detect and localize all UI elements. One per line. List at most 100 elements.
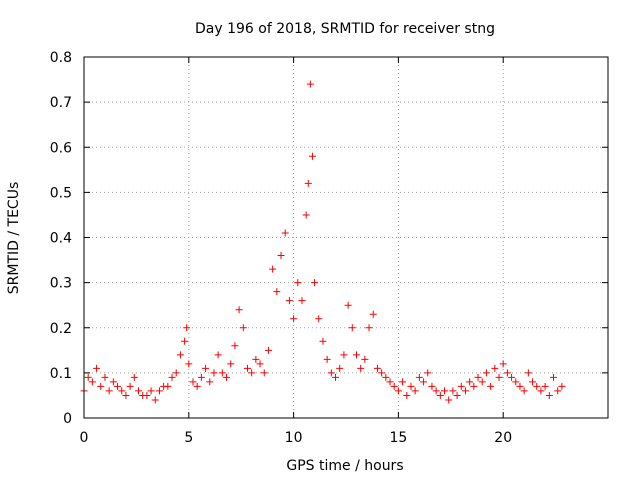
data-point <box>352 351 360 359</box>
data-point <box>130 373 138 381</box>
data-point <box>432 387 440 395</box>
data-point <box>365 324 373 332</box>
data-point <box>428 382 436 390</box>
data-point <box>269 265 277 273</box>
data-point <box>235 306 243 314</box>
data-point <box>466 378 474 386</box>
data-point <box>206 378 214 386</box>
data-point <box>164 382 172 390</box>
data-point <box>499 360 507 368</box>
data-point <box>323 355 331 363</box>
data-point <box>332 373 340 381</box>
data-point <box>403 391 411 399</box>
x-axis-label: GPS time / hours <box>286 458 403 474</box>
data-point <box>441 387 449 395</box>
data-point <box>197 373 205 381</box>
data-point <box>134 387 142 395</box>
data-point <box>378 369 386 377</box>
data-point <box>436 391 444 399</box>
data-point <box>126 382 134 390</box>
y-tick-label: 0.6 <box>50 140 72 156</box>
data-point <box>558 382 566 390</box>
data-point <box>340 351 348 359</box>
data-point <box>495 373 503 381</box>
data-point <box>399 378 407 386</box>
data-point <box>118 387 126 395</box>
data-point <box>97 382 105 390</box>
data-point <box>172 369 180 377</box>
data-point <box>491 364 499 372</box>
data-point <box>524 369 532 377</box>
y-tick-label: 0.8 <box>50 50 72 66</box>
x-tick-label: 0 <box>80 430 89 446</box>
data-point <box>516 382 524 390</box>
data-point <box>185 360 193 368</box>
x-tick-label: 10 <box>285 430 303 446</box>
data-point <box>285 297 293 305</box>
data-point <box>478 378 486 386</box>
data-point <box>281 229 289 237</box>
data-point <box>407 382 415 390</box>
data-point <box>223 373 231 381</box>
data-point <box>319 337 327 345</box>
data-point <box>327 369 335 377</box>
y-tick-label: 0.2 <box>50 321 72 337</box>
data-point <box>302 211 310 219</box>
y-axis: 0 0.1 0.2 0.3 0.4 0.5 0.6 0.7 0.8 <box>50 50 608 427</box>
data-point <box>554 387 562 395</box>
data-point <box>143 391 151 399</box>
data-point <box>308 152 316 160</box>
data-point <box>348 324 356 332</box>
data-point <box>394 387 402 395</box>
y-tick-label: 0.1 <box>50 366 72 382</box>
data-point <box>122 391 130 399</box>
data-point <box>290 315 298 323</box>
data-point <box>239 324 247 332</box>
data-point <box>529 378 537 386</box>
data-point <box>214 351 222 359</box>
data-point <box>88 378 96 386</box>
data-point <box>415 373 423 381</box>
data-point <box>105 387 113 395</box>
data-point <box>183 324 191 332</box>
data-point <box>248 369 256 377</box>
data-point <box>420 378 428 386</box>
data-point <box>189 378 197 386</box>
x-tick-label: 20 <box>494 430 512 446</box>
data-point <box>193 382 201 390</box>
data-point <box>457 382 465 390</box>
data-point <box>386 378 394 386</box>
y-tick-label: 0.4 <box>50 231 72 247</box>
data-point <box>541 382 549 390</box>
data-point <box>218 369 226 377</box>
data-point <box>545 391 553 399</box>
data-point <box>243 364 251 372</box>
data-point <box>210 369 218 377</box>
data-point <box>357 364 365 372</box>
data-point <box>294 279 302 287</box>
data-point <box>533 382 541 390</box>
data-point <box>361 355 369 363</box>
data-point <box>453 391 461 399</box>
data-point <box>390 382 398 390</box>
data-point <box>487 382 495 390</box>
data-point <box>373 364 381 372</box>
data-point <box>93 364 101 372</box>
data-point <box>470 382 478 390</box>
data-point <box>273 288 281 296</box>
chart-title: Day 196 of 2018, SRMTID for receiver stn… <box>195 21 495 37</box>
data-point <box>181 337 189 345</box>
y-tick-label: 0.3 <box>50 276 72 292</box>
data-point <box>411 387 419 395</box>
data-point <box>109 378 117 386</box>
data-point <box>461 387 469 395</box>
data-point <box>382 373 390 381</box>
plot-frame <box>83 56 609 419</box>
y-tick-label: 0.5 <box>50 185 72 201</box>
data-point <box>445 396 453 404</box>
data-point <box>306 80 314 88</box>
data-point <box>482 369 490 377</box>
data-point <box>304 179 312 187</box>
data-point <box>147 387 155 395</box>
